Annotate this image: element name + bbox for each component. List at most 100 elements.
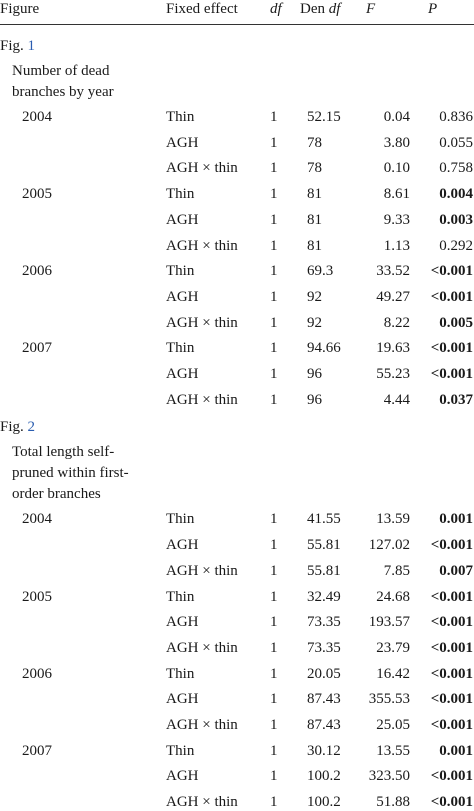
p-value-cell: 0.758 [439, 160, 473, 177]
den-df-cell: 69.3 [307, 263, 334, 280]
p-value-cell: 0.005 [439, 314, 473, 331]
fixed-effect-cell: AGH × thin [166, 314, 238, 331]
den-df-cell: 20.05 [307, 665, 341, 682]
fixed-effect-cell: Thin [166, 511, 195, 528]
den-df-cell: 100.2 [307, 794, 341, 811]
f-value-cell: 13.59 [376, 511, 410, 528]
year-label: 2005 [22, 588, 52, 605]
f-value-cell: 0.04 [383, 109, 410, 125]
f-value-cell: 51.88 [376, 794, 410, 811]
p-value-cell: <0.001 [430, 263, 473, 280]
f-value-cell: 1.13 [383, 237, 410, 254]
fixed-effect-cell: AGH [166, 366, 199, 382]
header-p: P [428, 1, 438, 17]
den-df-cell: 81 [307, 211, 322, 228]
fixed-effect-cell: AGH × thin [166, 160, 238, 177]
df-cell: 1 [270, 537, 278, 554]
figure-prefix: Fig. [0, 419, 28, 436]
section-title: pruned within first- [12, 465, 129, 482]
f-value-cell: 49.27 [376, 288, 410, 305]
df-cell: 1 [270, 391, 278, 408]
den-df-cell: 94.66 [307, 340, 341, 357]
p-value-cell: <0.001 [430, 288, 473, 305]
p-value-cell: 0.292 [439, 237, 473, 254]
p-value-cell: 0.055 [439, 134, 473, 151]
df-cell: 1 [270, 717, 278, 733]
df-cell: 1 [270, 366, 278, 382]
f-value-cell: 3.80 [383, 134, 410, 151]
df-cell: 1 [270, 314, 278, 331]
den-df-cell: 41.55 [307, 511, 341, 528]
df-cell: 1 [270, 211, 278, 228]
p-value-cell: <0.001 [430, 537, 473, 554]
header-rule [0, 24, 474, 25]
p-value-cell: 0.001 [439, 742, 473, 759]
fixed-effect-cell: AGH [166, 614, 199, 631]
df-cell: 1 [270, 562, 278, 579]
header-fixed-effect: Fixed effect [166, 1, 238, 17]
den-df-cell: 55.81 [307, 562, 341, 579]
df-cell: 1 [270, 768, 278, 785]
p-value-cell: <0.001 [430, 366, 473, 382]
df-cell: 1 [270, 742, 278, 759]
figure-link[interactable]: 1 [27, 38, 36, 54]
year-label: 2004 [22, 511, 52, 528]
f-value-cell: 9.33 [383, 211, 410, 228]
fixed-effect-cell: Thin [166, 742, 195, 759]
figure-link[interactable]: 2 [27, 419, 36, 436]
f-value-cell: 127.02 [368, 537, 410, 554]
f-value-cell: 23.79 [376, 639, 410, 656]
header-figure: Figure [0, 1, 40, 17]
df-cell: 1 [270, 186, 278, 203]
f-value-cell: 0.10 [383, 160, 410, 177]
f-value-cell: 25.05 [376, 717, 410, 733]
den-df-cell: 78 [307, 134, 322, 151]
f-value-cell: 24.68 [376, 588, 410, 605]
header-f: F [366, 1, 376, 17]
den-df-cell: 87.43 [307, 691, 341, 708]
den-df-cell: 81 [307, 186, 322, 203]
f-value-cell: 8.61 [383, 186, 410, 203]
fixed-effect-cell: Thin [166, 665, 195, 682]
den-df-cell: 73.35 [307, 639, 341, 656]
f-value-cell: 8.22 [383, 314, 410, 331]
den-df-cell: 52.15 [307, 109, 341, 125]
df-cell: 1 [270, 134, 278, 151]
fixed-effect-cell: AGH [166, 691, 199, 708]
p-value-cell: <0.001 [430, 588, 473, 605]
fixed-effect-cell: AGH [166, 768, 199, 785]
p-value-cell: <0.001 [430, 691, 473, 708]
header-den-df: Den df [300, 0, 340, 18]
df-cell: 1 [270, 237, 278, 254]
p-value-cell: 0.836 [439, 109, 473, 125]
year-label: 2007 [22, 742, 52, 759]
f-value-cell: 19.63 [376, 340, 410, 357]
p-value-cell: <0.001 [430, 717, 473, 733]
p-value-cell: 0.003 [439, 211, 473, 228]
den-df-cell: 87.43 [307, 717, 341, 733]
f-value-cell: 193.57 [368, 614, 410, 631]
year-label: 2004 [22, 109, 52, 125]
f-value-cell: 323.50 [368, 768, 410, 785]
p-value-cell: <0.001 [430, 794, 473, 811]
fixed-effect-cell: Thin [166, 588, 195, 605]
year-label: 2007 [22, 340, 52, 357]
section-title: Number of dead [12, 63, 110, 79]
year-label: 2005 [22, 186, 52, 203]
fixed-effect-cell: AGH [166, 537, 199, 554]
fixed-effect-cell: Thin [166, 263, 195, 280]
fixed-effect-cell: AGH [166, 211, 199, 228]
f-value-cell: 4.44 [383, 391, 410, 408]
den-df-cell: 81 [307, 237, 322, 254]
den-df-cell: 78 [307, 160, 322, 177]
den-df-cell: 92 [307, 288, 322, 305]
df-cell: 1 [270, 160, 278, 177]
df-cell: 1 [270, 794, 278, 811]
header-den-df-prefix: Den [300, 1, 329, 17]
fixed-effect-cell: AGH [166, 288, 199, 305]
df-cell: 1 [270, 511, 278, 528]
p-value-cell: <0.001 [430, 639, 473, 656]
f-value-cell: 355.53 [368, 691, 410, 708]
p-value-cell: 0.004 [439, 186, 473, 203]
den-df-cell: 96 [307, 391, 322, 408]
